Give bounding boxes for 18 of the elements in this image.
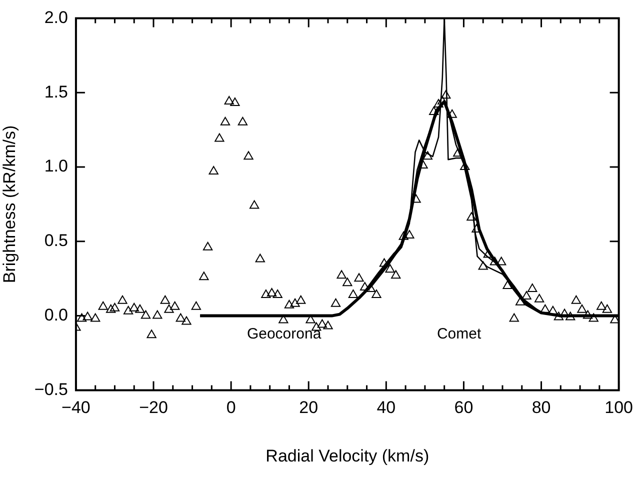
y-tick-label: −0.5 bbox=[34, 380, 68, 399]
annotation: Geocorona bbox=[246, 326, 322, 343]
x-tick-label: 40 bbox=[376, 398, 396, 418]
y-tick-label: 0.0 bbox=[44, 305, 68, 324]
x-tick-label: 0 bbox=[226, 398, 236, 418]
x-tick-label: 100 bbox=[604, 398, 634, 418]
x-axis-title: Radial Velocity (km/s) bbox=[266, 446, 430, 466]
x-tick-label: 20 bbox=[299, 398, 318, 418]
annotation: Comet bbox=[436, 326, 482, 343]
y-tick-label: 1.0 bbox=[44, 156, 68, 176]
y-tick-label: 2.0 bbox=[44, 8, 68, 27]
y-tick-label: 1.5 bbox=[44, 82, 68, 102]
y-tick-label: 0.5 bbox=[44, 231, 68, 250]
x-tick-label: −40 bbox=[62, 398, 90, 418]
x-tick-label: −20 bbox=[139, 398, 168, 418]
x-tick-label: 80 bbox=[532, 398, 551, 418]
y-axis-title: Brightness (kR/km/s) bbox=[0, 125, 19, 284]
x-tick-label: 60 bbox=[454, 398, 474, 418]
